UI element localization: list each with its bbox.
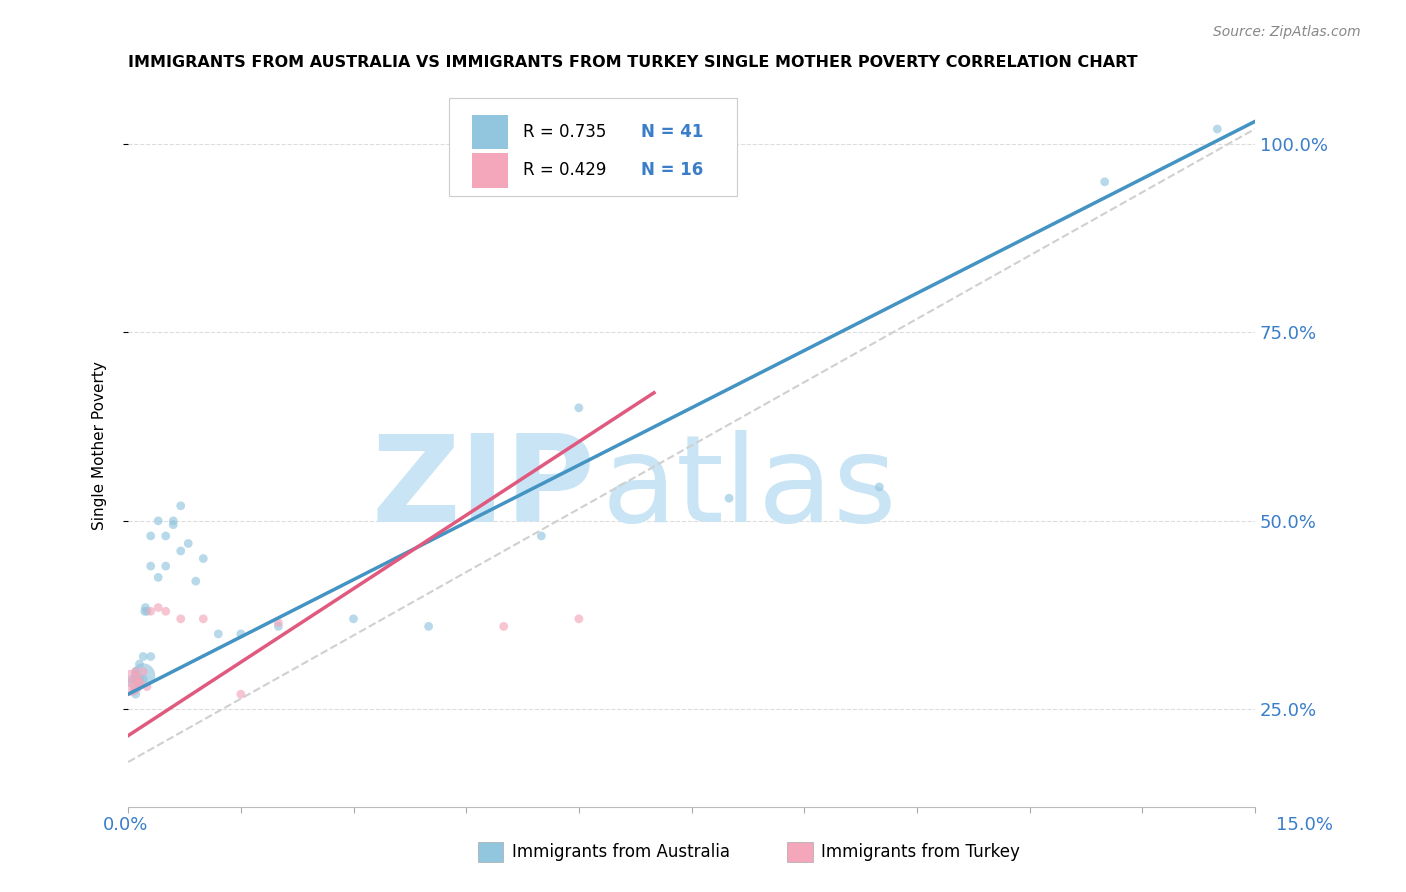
Point [122,680,145,694]
Point [229,687,252,701]
Text: ZIP: ZIP [373,431,596,548]
Text: 15.0%: 15.0% [1275,816,1333,834]
FancyBboxPatch shape [472,115,508,150]
Point [267,619,290,633]
Point [120,676,142,690]
Point [124,665,146,679]
Point [121,672,143,686]
Point [162,517,184,532]
Point [155,529,177,543]
Point [170,544,193,558]
Point [139,529,162,543]
Point [177,536,200,550]
Text: Source: ZipAtlas.com: Source: ZipAtlas.com [1213,25,1361,39]
Point [128,657,150,671]
Point [492,619,515,633]
Point [122,683,145,698]
Point [162,514,184,528]
Point [530,529,553,543]
Text: N = 16: N = 16 [641,161,703,179]
Text: Immigrants from Turkey: Immigrants from Turkey [821,843,1019,861]
Point [124,672,146,686]
Point [1206,122,1229,136]
Point [193,612,215,626]
Point [148,600,170,615]
Point [124,668,146,682]
Text: R = 0.429: R = 0.429 [523,161,606,179]
Point [148,570,170,584]
Point [128,672,150,686]
Point [127,680,149,694]
Text: R = 0.735: R = 0.735 [523,123,606,141]
Point [128,676,150,690]
Point [134,604,156,618]
Point [568,401,591,415]
Point [132,665,155,679]
Point [139,559,162,574]
Point [124,687,146,701]
Point [184,574,207,589]
Point [170,499,193,513]
Point [868,480,890,494]
Point [193,551,215,566]
Point [132,668,155,682]
Y-axis label: Single Mother Poverty: Single Mother Poverty [93,361,107,530]
Point [120,676,142,690]
Point [342,612,364,626]
Point [124,665,146,679]
Point [139,649,162,664]
Point [718,491,741,506]
Text: IMMIGRANTS FROM AUSTRALIA VS IMMIGRANTS FROM TURKEY SINGLE MOTHER POVERTY CORREL: IMMIGRANTS FROM AUSTRALIA VS IMMIGRANTS … [128,55,1137,70]
Point [1094,175,1116,189]
Point [148,514,170,528]
Point [132,649,155,664]
Text: 0.0%: 0.0% [103,816,148,834]
Point [267,615,290,630]
Point [155,604,177,618]
Point [418,619,440,633]
FancyBboxPatch shape [472,153,508,187]
Text: N = 41: N = 41 [641,123,703,141]
Point [136,680,159,694]
Text: atlas: atlas [602,431,897,548]
Point [207,627,229,641]
Point [132,672,155,686]
Point [127,676,149,690]
Point [170,612,193,626]
Point [136,604,159,618]
Point [134,600,156,615]
Text: Immigrants from Australia: Immigrants from Australia [512,843,730,861]
Point [229,627,252,641]
Point [139,604,162,618]
Point [155,559,177,574]
Point [568,612,591,626]
FancyBboxPatch shape [450,98,737,196]
